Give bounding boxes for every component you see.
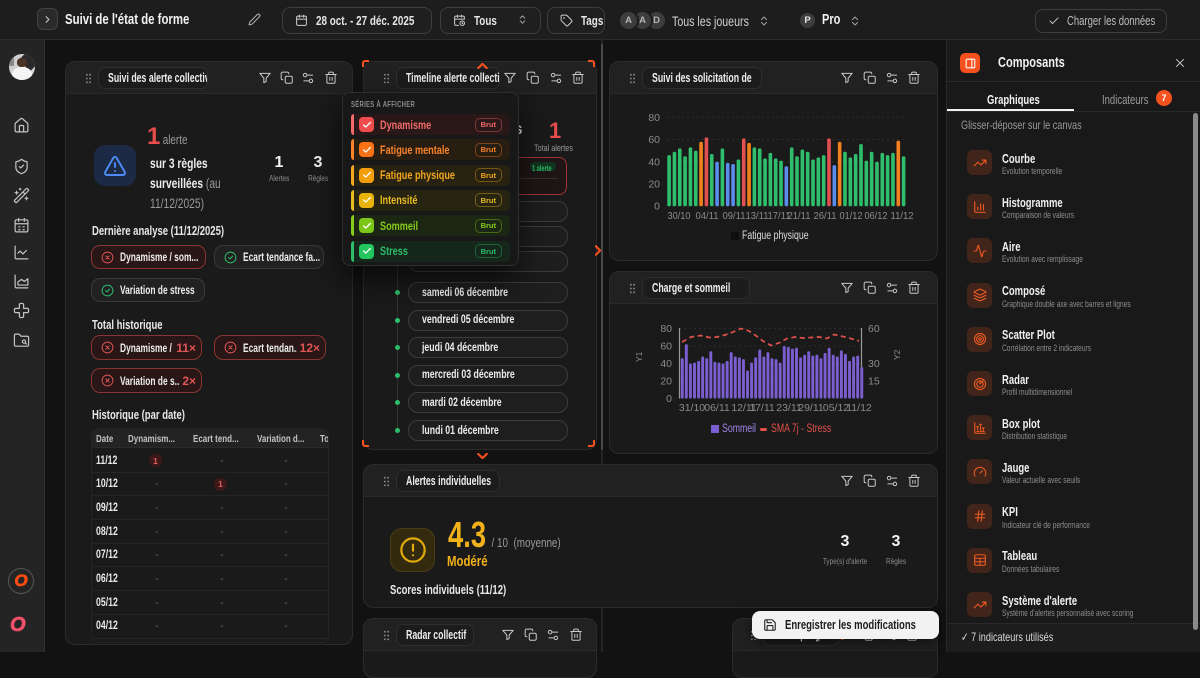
svg-text:09/11: 09/11 bbox=[723, 210, 746, 222]
svg-text:0: 0 bbox=[654, 201, 660, 213]
svg-text:17/11: 17/11 bbox=[749, 402, 775, 414]
svg-text:40: 40 bbox=[660, 358, 672, 370]
svg-text:80: 80 bbox=[648, 112, 660, 124]
svg-text:20: 20 bbox=[648, 179, 660, 191]
svg-text:15: 15 bbox=[868, 376, 880, 388]
svg-text:80: 80 bbox=[660, 323, 672, 335]
svg-text:30: 30 bbox=[868, 358, 880, 370]
svg-text:Y1: Y1 bbox=[634, 351, 644, 362]
svg-text:Y2: Y2 bbox=[892, 349, 902, 360]
svg-text:60: 60 bbox=[868, 323, 880, 335]
svg-text:40: 40 bbox=[648, 156, 660, 168]
svg-text:0: 0 bbox=[666, 393, 672, 405]
svg-text:11/12: 11/12 bbox=[846, 402, 872, 414]
svg-text:60: 60 bbox=[660, 341, 672, 353]
svg-text:31/10: 31/10 bbox=[679, 402, 705, 414]
svg-text:23/11: 23/11 bbox=[776, 402, 802, 414]
svg-text:11/12: 11/12 bbox=[891, 210, 914, 222]
svg-text:26/11: 26/11 bbox=[814, 210, 837, 222]
svg-text:05/12: 05/12 bbox=[823, 402, 849, 414]
svg-text:12/11: 12/11 bbox=[731, 402, 757, 414]
svg-text:06/12: 06/12 bbox=[865, 210, 888, 222]
svg-text:13/11: 13/11 bbox=[746, 210, 769, 222]
svg-text:29/11: 29/11 bbox=[798, 402, 824, 414]
svg-text:04/11: 04/11 bbox=[696, 210, 719, 222]
svg-text:30/10: 30/10 bbox=[668, 210, 691, 222]
svg-text:01/12: 01/12 bbox=[840, 210, 863, 222]
svg-text:21/11: 21/11 bbox=[788, 210, 811, 222]
svg-text:20: 20 bbox=[660, 376, 672, 388]
svg-text:06/11: 06/11 bbox=[704, 402, 730, 414]
svg-text:17/11: 17/11 bbox=[768, 210, 791, 222]
svg-text:60: 60 bbox=[648, 134, 660, 146]
